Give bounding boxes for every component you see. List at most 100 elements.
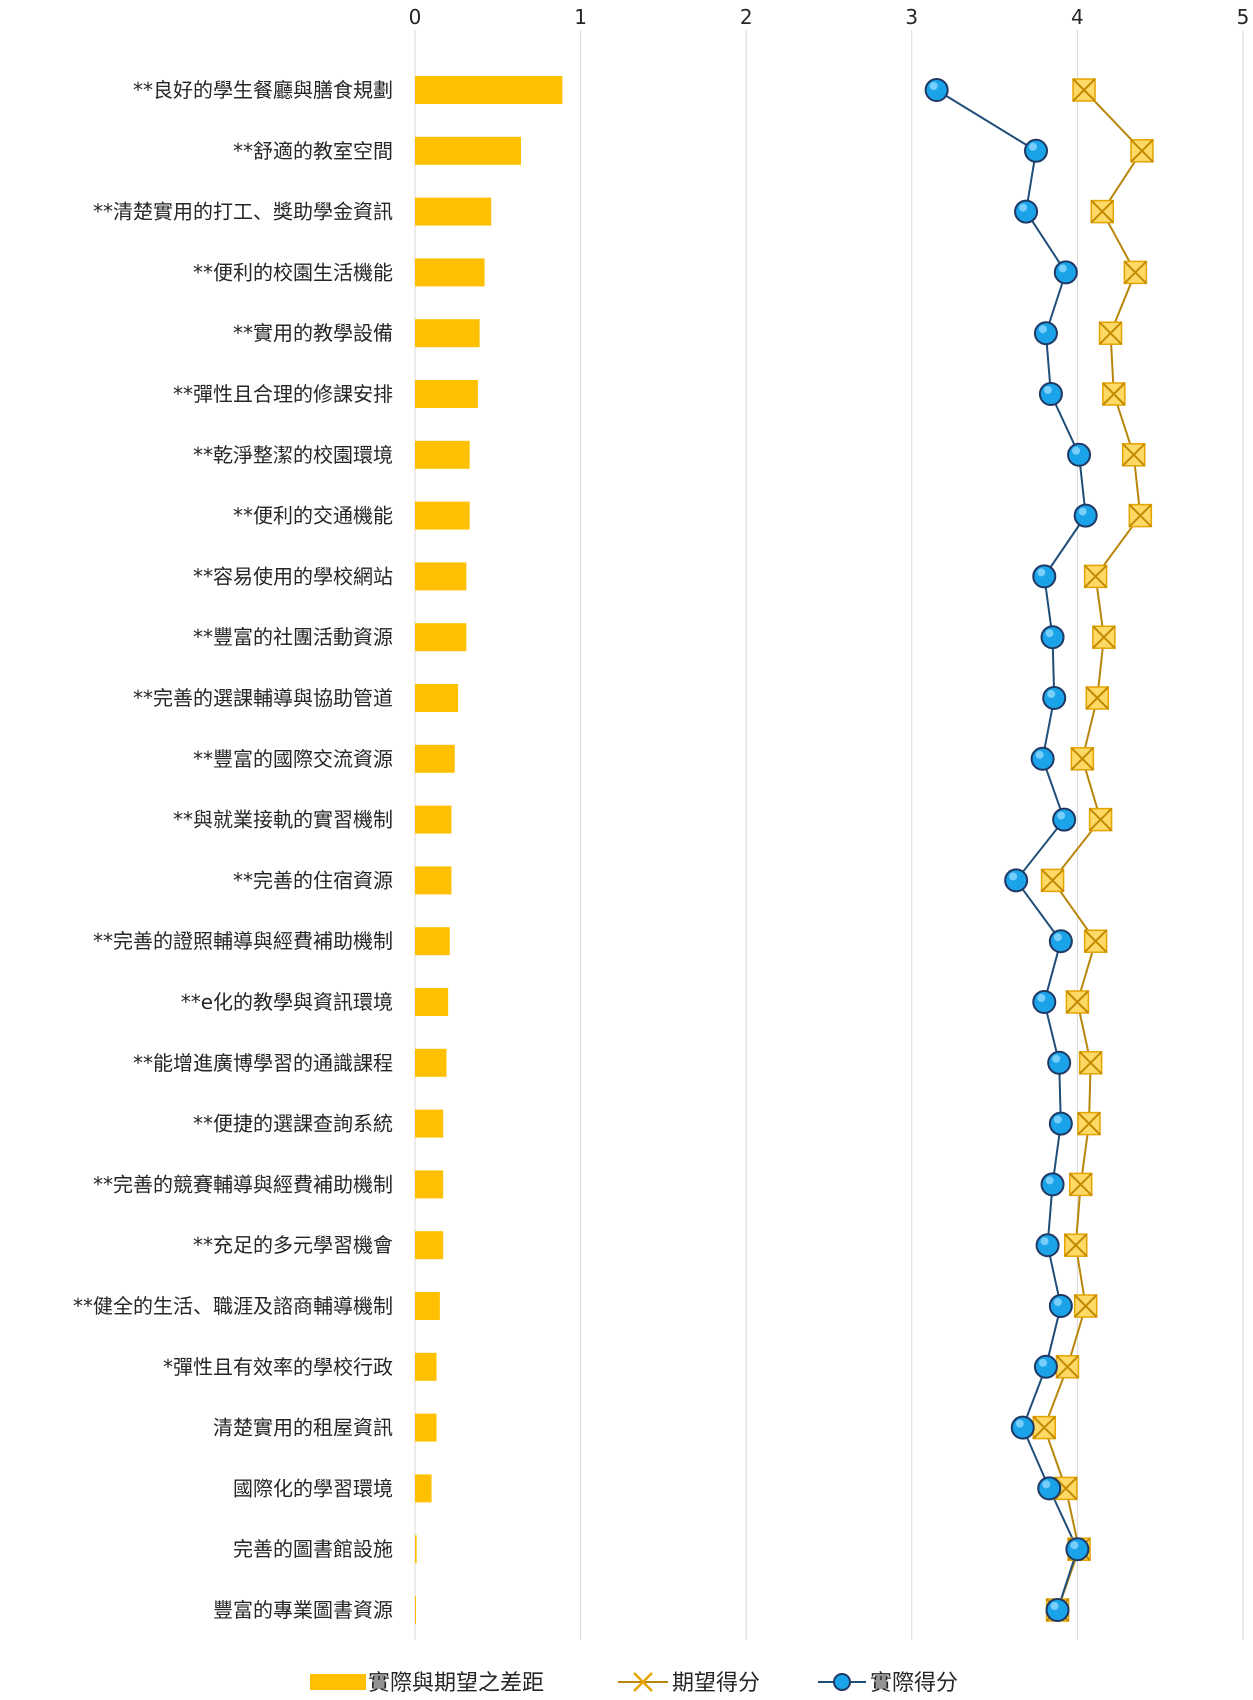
category-label: **便利的交通機能 (233, 504, 393, 528)
actual-score-point (1065, 1537, 1090, 1562)
actual-score-point (924, 78, 949, 102)
actual-score-point (1014, 199, 1039, 224)
actual-score-point (1035, 1233, 1060, 1258)
gap-bar (415, 744, 455, 773)
gap-bar (415, 1474, 432, 1503)
gap-bar (415, 805, 452, 834)
gap-bars (415, 76, 563, 1624)
expected-score-point (1130, 139, 1154, 163)
expected-score-point (1083, 564, 1108, 589)
actual-score-point (1048, 929, 1073, 954)
gridlines (414, 30, 1244, 1640)
expected-score-point (1063, 1233, 1088, 1257)
expected-score-point (1040, 868, 1065, 893)
category-label: **健全的生活、職涯及諮商輔導機制 (73, 1294, 393, 1318)
actual-score-point (1033, 321, 1058, 346)
expected-score-point (1070, 747, 1095, 771)
expected-score-point (1128, 503, 1153, 528)
x-tick-label: 4 (1071, 5, 1084, 29)
gap-bar (415, 988, 449, 1016)
gap-bar (415, 440, 470, 469)
gap-bar (415, 258, 485, 287)
x-tick-label: 5 (1237, 5, 1250, 29)
x-axis-ticks: 0 1 2 3 4 5 (409, 5, 1250, 29)
expected-score-point (1098, 321, 1123, 345)
actual-score-point (1038, 382, 1063, 406)
expected-score-point (1121, 443, 1146, 467)
gap-bar (415, 623, 467, 652)
actual-score-point (1004, 868, 1029, 893)
category-label: 完善的圖書館設施 (233, 1537, 393, 1561)
expected-score-line (1043, 89, 1144, 1611)
legend: 實際與期望之差距 期望得分 實際得分 (310, 1671, 958, 1696)
expected-score-point (1102, 382, 1126, 406)
category-label: 清楚實用的租屋資訊 (213, 1416, 393, 1440)
actual-score-point (1033, 1354, 1058, 1379)
actual-score-point (1048, 1111, 1073, 1136)
category-label: **完善的證照輔導與經費補助機制 (93, 929, 393, 953)
category-label: **便捷的選課查詢系統 (193, 1112, 393, 1136)
gap-bar (415, 1292, 440, 1320)
actual-score-point (1024, 138, 1048, 163)
legend-label: 實際與期望之差距 (368, 1671, 544, 1696)
actual-score-point (1042, 686, 1067, 710)
category-label: **充足的多元學習機會 (193, 1233, 393, 1257)
category-label: **e化的教學與資訊環境 (181, 990, 393, 1014)
gap-bar (415, 562, 467, 591)
expected-score-point (1073, 1294, 1098, 1318)
actual-score-point (1073, 503, 1098, 528)
category-label: **完善的選課輔導與協助管道 (133, 686, 393, 710)
actual-score-point (1032, 990, 1057, 1014)
actual-score-point (1040, 625, 1065, 650)
expected-score-point (1085, 686, 1110, 710)
expected-score-point (1078, 1051, 1103, 1075)
actual-score-point (1030, 746, 1055, 771)
category-label: **清楚實用的打工、獎助學金資訊 (93, 200, 393, 224)
category-label: **良好的學生餐廳與膳食規劃 (133, 78, 393, 102)
expected-score-point (1083, 929, 1108, 953)
category-label: 國際化的學習環境 (233, 1476, 393, 1500)
expected-score-point (1055, 1355, 1080, 1379)
gap-bar (415, 380, 478, 408)
category-label: **完善的競賽輔導與經費補助機制 (93, 1172, 393, 1196)
expected-score-point (1088, 807, 1113, 832)
expected-score-point (1032, 1415, 1057, 1440)
category-label: *彈性且有效率的學校行政 (163, 1355, 393, 1379)
expected-score-point (1090, 199, 1114, 224)
actual-score-point (1047, 1050, 1072, 1075)
gap-bar (415, 1413, 437, 1442)
category-label: **完善的住宿資源 (233, 868, 393, 892)
gap-bar (415, 1352, 437, 1381)
category-label: **舒適的教室空間 (233, 139, 393, 163)
category-label: **容易使用的學校網站 (193, 564, 393, 588)
score-lines (924, 78, 1154, 1622)
actual-score-point (1045, 1598, 1070, 1622)
expected-score-point (1065, 990, 1090, 1014)
category-label: **能增進廣博學習的通識課程 (133, 1051, 393, 1075)
x-tick-label: 3 (905, 5, 918, 29)
category-label: **豐富的社團活動資源 (193, 625, 393, 649)
expected-score-point (1092, 625, 1116, 649)
category-label: **便利的校園生活機能 (193, 260, 393, 284)
gap-bar (415, 319, 480, 348)
actual-score-point (1010, 1415, 1035, 1440)
gap-bar (415, 1535, 417, 1564)
category-label: 豐富的專業圖書資源 (213, 1598, 393, 1622)
category-label: **與就業接軌的實習機制 (173, 808, 393, 832)
actual-score-point (1052, 807, 1077, 832)
actual-score-point (1067, 442, 1092, 467)
actual-score-point (1048, 1294, 1073, 1318)
gap-bar (415, 927, 450, 956)
expected-score-point (1123, 260, 1148, 285)
category-label: **彈性且合理的修課安排 (173, 382, 393, 406)
gap-bar (415, 76, 563, 104)
actual-score-point (1053, 260, 1078, 285)
gap-bar (415, 197, 492, 226)
gap-bar (415, 136, 521, 165)
gap-bar (415, 1596, 416, 1624)
gap-bar (415, 1048, 447, 1077)
category-label: **豐富的國際交流資源 (193, 747, 393, 771)
expected-score-point (1072, 78, 1096, 102)
